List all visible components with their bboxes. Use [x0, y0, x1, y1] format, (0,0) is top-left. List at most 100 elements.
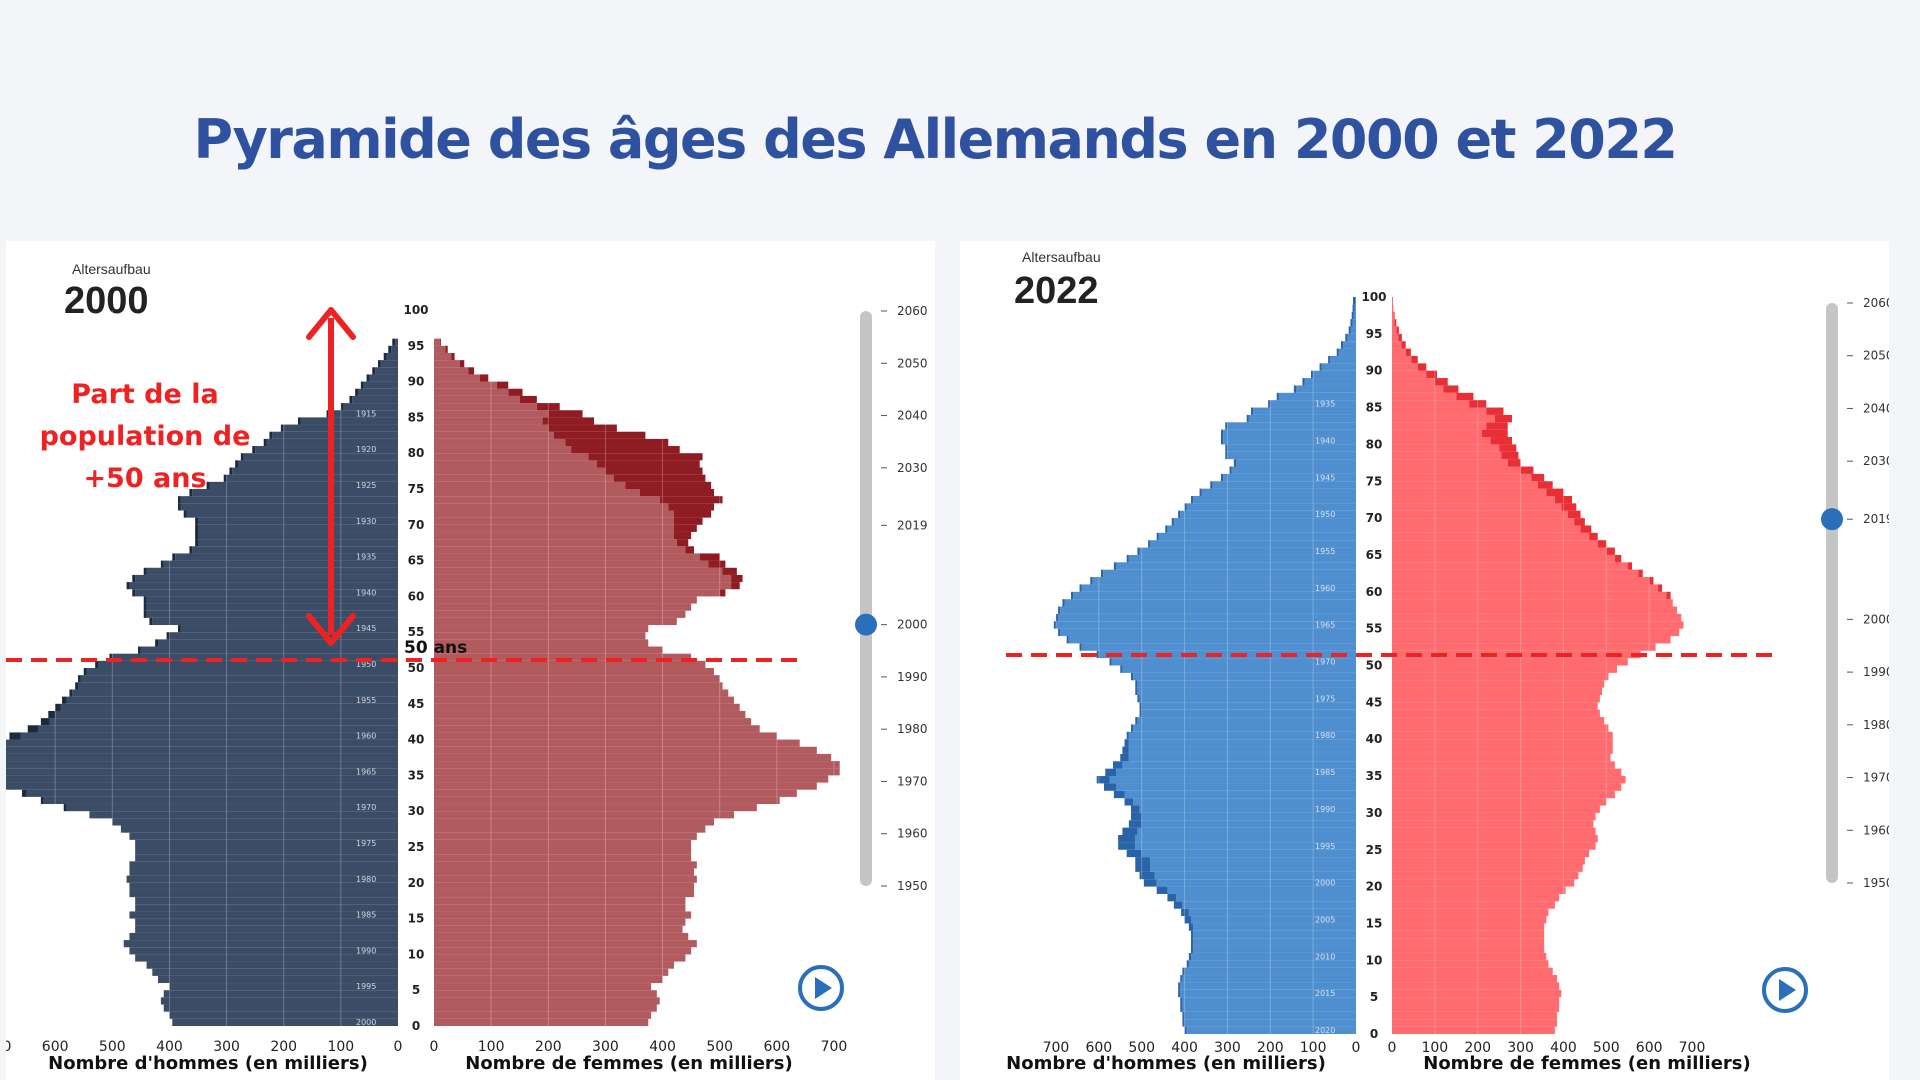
women-bar-age-6 [434, 975, 663, 984]
men-excess-bar-age-58 [143, 603, 147, 611]
men-bar-age-17 [135, 897, 398, 905]
men-excess-bar-age-50 [1109, 658, 1112, 666]
slider-year-label: 1950 [897, 879, 928, 893]
play-circle-icon[interactable] [1762, 967, 1808, 1013]
men-excess-bar-age-0 [1184, 1026, 1187, 1034]
men-excess-bar-age-42 [40, 718, 50, 726]
men-bar-age-22 [1150, 864, 1356, 872]
women-bar-age-46 [434, 689, 729, 697]
men-excess-bar-age-70 [1178, 510, 1181, 519]
men-excess-bar-age-31 [40, 796, 44, 805]
women-excess-bar-age-90 [1417, 363, 1427, 371]
men-bar-age-38 [1128, 746, 1356, 754]
women-bar-age-88 [1392, 378, 1435, 386]
x-tick-men: 300 [213, 1039, 240, 1055]
slider-year-label: 1960 [1863, 823, 1889, 837]
men-excess-bar-age-31 [1124, 798, 1134, 806]
men-bar-age-73 [180, 496, 398, 504]
men-bar-age-18 [129, 889, 398, 898]
women-excess-bar-age-81 [1482, 429, 1508, 438]
men-excess-bar-age-49 [1120, 665, 1123, 673]
year-slider-knob[interactable] [855, 613, 877, 636]
women-excess-bar-age-76 [1520, 466, 1534, 474]
men-excess-bar-age-90 [366, 374, 370, 382]
cohort-year-label: 1915 [356, 409, 376, 418]
women-bar-age-10 [434, 947, 692, 955]
men-bar-age-81 [1223, 429, 1356, 438]
slider-year-label: 2019 [897, 518, 928, 532]
women-excess-bar-age-61 [731, 582, 740, 590]
men-bar-age-59 [146, 596, 398, 604]
cohort-year-label: 1975 [356, 839, 376, 848]
men-excess-bar-age-80 [252, 446, 256, 454]
women-excess-bar-age-85 [1469, 400, 1487, 408]
women-bar-age-28 [1392, 820, 1594, 828]
women-bar-age-58 [434, 603, 692, 611]
men-excess-bar-age-52 [1079, 643, 1082, 651]
women-bar-age-90 [1392, 363, 1418, 371]
cohort-year-label: 1970 [356, 803, 376, 812]
play-circle-icon[interactable] [798, 965, 844, 1011]
xlabel-women: Nombre de femmes (en milliers) [1423, 1053, 1751, 1074]
slider-year-label: 2060 [1863, 296, 1889, 310]
women-bar-age-31 [434, 796, 780, 805]
women-bar-age-4 [434, 990, 657, 998]
women-bar-age-36 [434, 761, 840, 769]
men-bar-age-0 [172, 1018, 398, 1026]
cohort-year-label: 1945 [356, 624, 376, 633]
women-bar-age-3 [434, 997, 660, 1005]
women-bar-age-28 [434, 818, 714, 826]
men-excess-bar-age-6 [1178, 982, 1181, 990]
men-excess-bar-age-81 [1220, 429, 1224, 438]
women-excess-bar-age-76 [613, 474, 706, 482]
women-bar-age-38 [434, 746, 817, 754]
women-bar-age-1 [434, 1011, 652, 1019]
cohort-year-label: 1980 [1315, 731, 1335, 740]
men-excess-bar-age-78 [235, 460, 239, 468]
men-bar-age-60 [1081, 584, 1356, 592]
women-bar-age-93 [434, 352, 452, 361]
men-bar-age-69 [198, 524, 398, 532]
men-bar-age-53 [158, 639, 398, 647]
women-excess-bar-age-64 [708, 560, 726, 568]
men-bar-age-3 [1182, 1004, 1356, 1012]
women-bar-age-48 [1392, 672, 1609, 681]
men-bar-age-28 [112, 818, 399, 826]
women-bar-age-63 [1392, 562, 1628, 570]
x-tick-men: 300 [1214, 1040, 1241, 1056]
women-bar-age-61 [434, 582, 732, 590]
year-slider-track[interactable] [1826, 303, 1838, 883]
women-bar-age-35 [1392, 768, 1622, 777]
year-slider-track[interactable] [860, 311, 872, 886]
men-excess-bar-age-12 [1190, 938, 1194, 946]
men-excess-bar-age-39 [1124, 739, 1129, 747]
men-bar-age-35 [1115, 768, 1356, 777]
age-tick-label: 70 [1366, 511, 1383, 525]
men-bar-age-21 [1154, 871, 1356, 880]
women-bar-age-26 [434, 832, 697, 840]
year-slider-knob[interactable] [1821, 508, 1843, 531]
men-bar-age-9 [1188, 960, 1356, 968]
men-excess-bar-age-15 [1184, 916, 1191, 924]
men-bar-age-42 [49, 718, 399, 726]
women-excess-bar-age-66 [1597, 540, 1607, 548]
men-bar-age-29 [1141, 812, 1356, 821]
age-tick-label: 85 [1366, 401, 1383, 415]
men-bar-age-1 [1184, 1019, 1356, 1027]
age-tick-label: 10 [1366, 953, 1383, 967]
women-bar-age-51 [434, 653, 692, 661]
page-title: Pyramide des âges des Allemands en 2000 … [193, 108, 1678, 172]
women-bar-age-67 [434, 539, 677, 547]
women-bar-age-5 [434, 983, 652, 991]
women-excess-bar-age-87 [519, 395, 537, 404]
women-excess-bar-age-94 [445, 345, 448, 353]
women-excess-bar-age-92 [1405, 348, 1411, 356]
women-excess-bar-age-73 [659, 496, 723, 504]
women-bar-age-94 [434, 345, 446, 353]
women-excess-bar-age-64 [1614, 554, 1622, 563]
women-bar-age-77 [1392, 459, 1508, 467]
men-excess-bar-age-93 [383, 352, 387, 361]
age-tick-label: 90 [1366, 364, 1383, 378]
men-excess-bar-age-75 [1220, 473, 1224, 482]
men-excess-bar-age-58 [1062, 599, 1065, 607]
